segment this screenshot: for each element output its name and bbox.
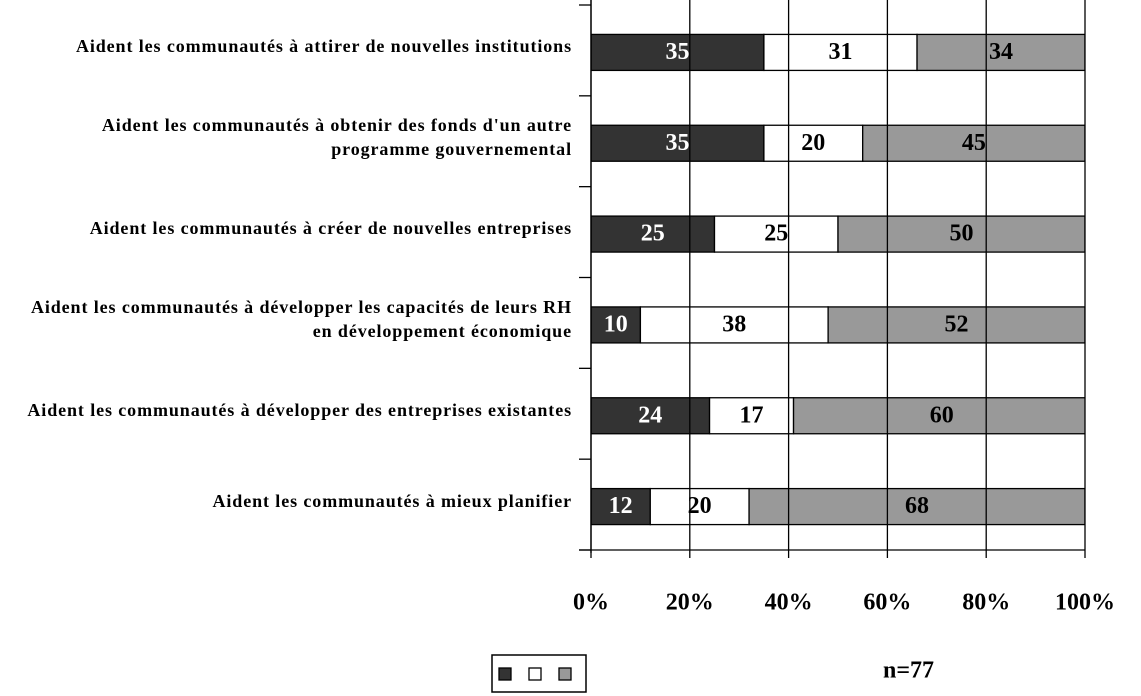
data-label: 52: [945, 311, 969, 337]
legend-swatch: [498, 667, 512, 681]
bar-segment: [827, 306, 1085, 344]
legend-swatch: [528, 667, 542, 681]
bar-segment: [837, 215, 1085, 253]
data-label: 68: [905, 493, 929, 519]
category-label: Aident les communautés à créer de nouvel…: [89, 218, 572, 239]
x-tick-label: 100%: [1055, 590, 1115, 616]
data-label: 12: [609, 493, 633, 519]
bar-segment: [862, 124, 1085, 162]
data-label: 24: [638, 402, 662, 428]
data-label: 45: [962, 130, 986, 156]
data-label: 31: [828, 39, 852, 65]
data-label: 25: [764, 221, 788, 247]
bar-segment: [713, 215, 839, 253]
data-label: 25: [641, 221, 665, 247]
x-tick-label: 80%: [962, 590, 1010, 616]
data-label: 38: [722, 311, 746, 337]
bar-segment: [792, 397, 1085, 435]
data-label: 17: [740, 402, 764, 428]
annotation: n=77: [883, 658, 934, 684]
category-label: Aident les communautés à attirer de nouv…: [75, 36, 572, 57]
data-label: 60: [930, 402, 954, 428]
legend-swatch: [558, 667, 572, 681]
bar-segment: [591, 33, 765, 72]
x-tick-label: 40%: [765, 590, 813, 616]
data-label: 20: [688, 493, 712, 519]
data-label: 50: [950, 221, 974, 247]
bar-segment: [649, 487, 750, 526]
bar-segment: [916, 33, 1085, 72]
category-label: Aident les communautés à obtenir des fon…: [101, 115, 572, 160]
x-tick-label: 20%: [666, 590, 714, 616]
bar-segment: [708, 397, 795, 435]
x-tick-label: 60%: [863, 590, 911, 616]
data-label: 35: [665, 39, 689, 65]
category-label: Aident les communautés à développer des …: [27, 399, 572, 420]
data-label: 35: [665, 130, 689, 156]
data-label: 20: [801, 130, 825, 156]
category-label: Aident les communautés à mieux planifier: [212, 490, 572, 511]
bar-segment: [763, 33, 918, 72]
data-label: 10: [604, 311, 628, 337]
category-label: Aident les communautés à développer les …: [30, 296, 572, 341]
bar-segment: [748, 487, 1085, 526]
bar-segment: [591, 487, 651, 526]
x-tick-label: 0%: [573, 590, 609, 616]
plot-area: [591, 33, 1085, 526]
data-label: 34: [989, 39, 1013, 65]
bar-segment: [639, 306, 829, 344]
